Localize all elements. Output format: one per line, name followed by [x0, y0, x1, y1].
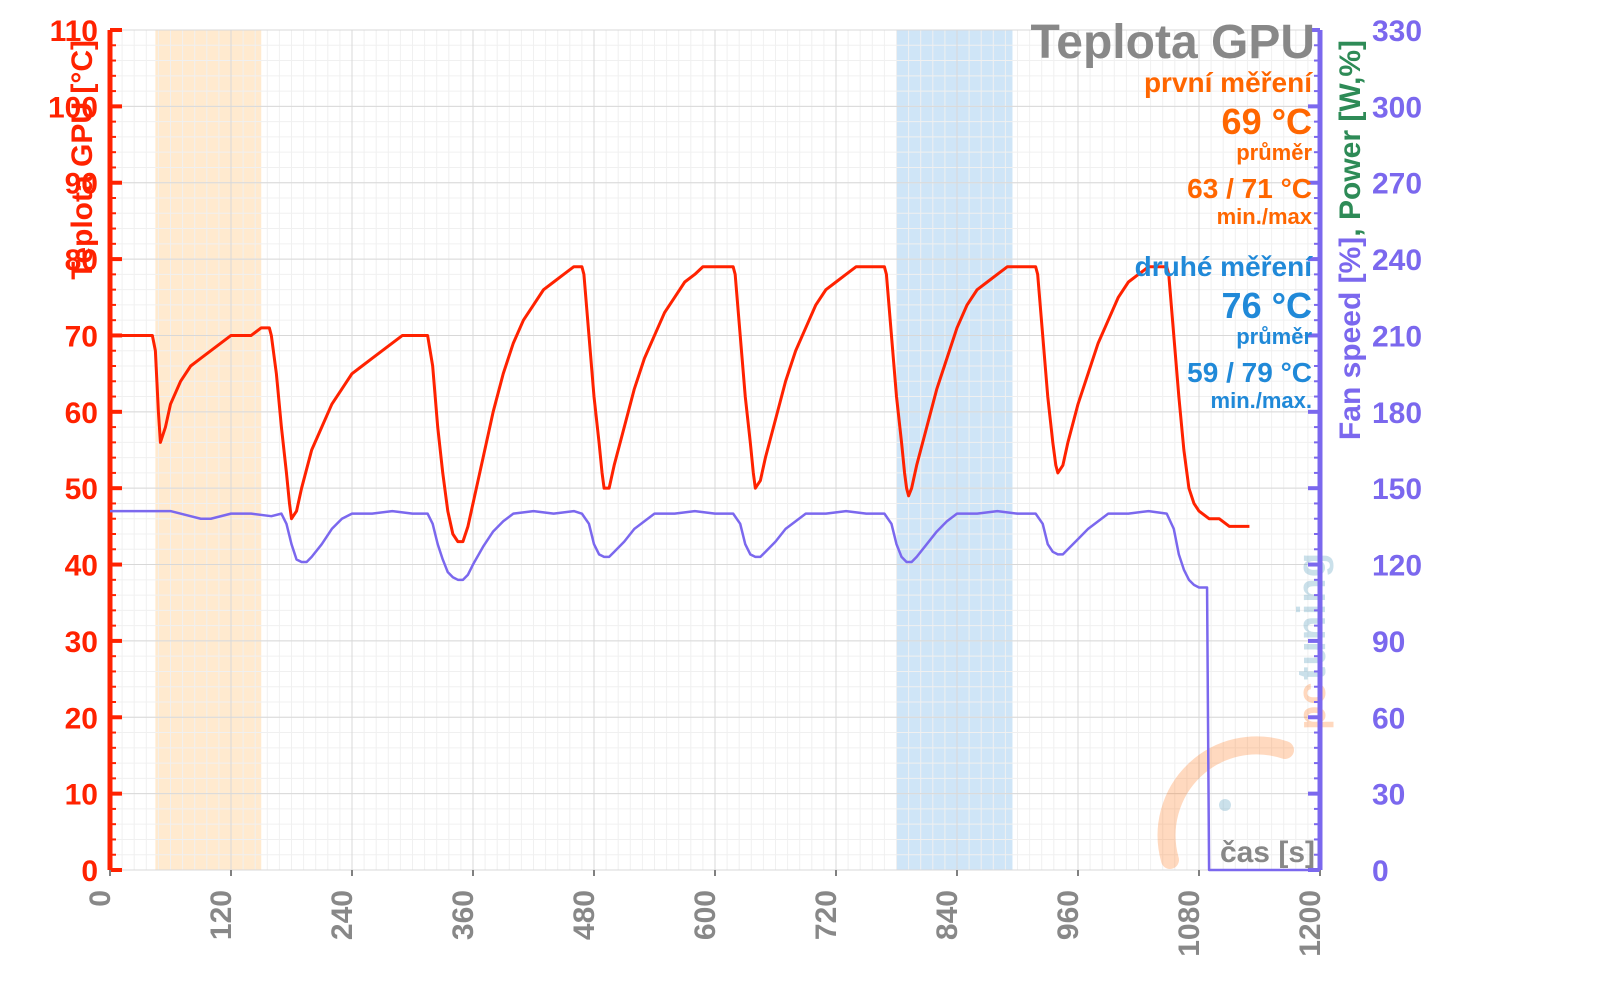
y-right-tick-label: 210 [1372, 320, 1422, 353]
y-left-tick-label: 30 [65, 626, 98, 659]
x-tick-label: 480 [568, 890, 601, 940]
info-minmax-label: min./max [1217, 204, 1313, 229]
y-right-tick-label: 270 [1372, 168, 1422, 201]
y-right-tick-label: 30 [1372, 779, 1405, 812]
highlight-band [897, 30, 1013, 870]
x-tick-label: 120 [205, 890, 238, 940]
info-avg-value: 76 °C [1222, 285, 1312, 326]
y-axis-left-label: Teplota GPU [°C] [66, 40, 99, 280]
info-title: druhé měření [1135, 251, 1314, 282]
y-left-tick-label: 0 [81, 855, 98, 888]
y-right-tick-label: 150 [1372, 473, 1422, 506]
info-minmax-value: 59 / 79 °C [1187, 357, 1312, 388]
y-right-tick-label: 120 [1372, 550, 1422, 583]
svg-text:pc: pc [1290, 681, 1334, 730]
y-right-tick-label: 180 [1372, 397, 1422, 430]
highlight-band [155, 30, 261, 870]
info-avg-label: průměr [1236, 140, 1312, 165]
y-right-tick-label: 330 [1372, 15, 1422, 48]
chart-title: Teplota GPU [1031, 16, 1315, 69]
x-tick-label: 960 [1052, 890, 1085, 940]
y-right-tick-label: 300 [1372, 91, 1422, 124]
x-tick-label: 1200 [1294, 890, 1327, 957]
chart-svg: pctuning01020304050607080901001100306090… [0, 0, 1600, 1008]
y-left-tick-label: 70 [65, 320, 98, 353]
y-right-tick-label: 90 [1372, 626, 1405, 659]
svg-text:tuning: tuning [1290, 552, 1334, 680]
x-tick-label: 840 [931, 890, 964, 940]
x-tick-label: 0 [84, 890, 117, 907]
y-left-tick-label: 40 [65, 550, 98, 583]
y-right-tick-label: 240 [1372, 244, 1422, 277]
info-title: první měření [1144, 67, 1313, 98]
info-avg-label: průměr [1236, 324, 1312, 349]
y-left-tick-label: 20 [65, 702, 98, 735]
x-tick-label: 240 [326, 890, 359, 940]
info-minmax-value: 63 / 71 °C [1187, 173, 1312, 204]
info-minmax-label: min./max. [1211, 388, 1312, 413]
y-right-tick-label: 60 [1372, 702, 1405, 735]
x-tick-label: 360 [447, 890, 480, 940]
x-axis-label: čas [s] [1220, 836, 1315, 869]
y-left-tick-label: 60 [65, 397, 98, 430]
x-tick-label: 1080 [1173, 890, 1206, 957]
info-avg-value: 69 °C [1222, 101, 1312, 142]
y-axis-right-label: Fan speed [%], Power [W,%] [1334, 40, 1367, 440]
y-left-tick-label: 10 [65, 779, 98, 812]
x-tick-label: 720 [810, 890, 843, 940]
y-right-tick-label: 0 [1372, 855, 1389, 888]
x-tick-label: 600 [689, 890, 722, 940]
gpu-temp-chart: pctuning01020304050607080901001100306090… [0, 0, 1600, 1008]
y-left-tick-label: 50 [65, 473, 98, 506]
